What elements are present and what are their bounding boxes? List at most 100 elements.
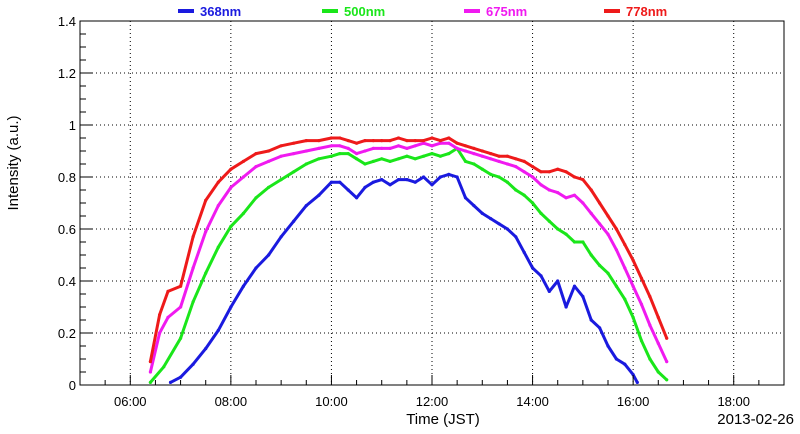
data-point (304, 162, 308, 166)
axis-ticks: 06:00 08:00 10:00 12:00 14:00 16:00 18:00 0 0.2 0… (58, 14, 785, 409)
data-point (572, 175, 577, 179)
data-point (355, 157, 359, 161)
data-point (598, 201, 602, 205)
data-point (438, 175, 442, 179)
data-point (606, 232, 610, 236)
data-point (158, 331, 162, 335)
data-point (229, 185, 233, 189)
data-point (522, 170, 526, 174)
data-point (355, 196, 359, 200)
data-point (430, 183, 434, 187)
data-point (204, 198, 208, 202)
data-point (179, 336, 183, 340)
data-point (581, 240, 585, 244)
data-point (304, 204, 308, 208)
data-point (581, 295, 585, 299)
data-point (623, 297, 627, 301)
data-point (505, 180, 509, 184)
data-point (514, 157, 518, 161)
data-point (204, 347, 208, 351)
data-point (241, 159, 245, 163)
data-point (564, 196, 568, 200)
series-line-675nm (148, 141, 669, 374)
data-point (614, 248, 619, 252)
data-point (422, 139, 426, 143)
data-point (267, 149, 271, 153)
x-tick-label: 16:00 (617, 394, 650, 409)
data-point (216, 245, 220, 249)
data-point (505, 162, 509, 166)
data-point (556, 167, 560, 171)
data-point (438, 154, 442, 158)
legend-label: 675nm (486, 4, 527, 19)
data-point (162, 365, 166, 369)
x-tick-label: 08:00 (215, 394, 248, 409)
data-point (589, 211, 593, 215)
data-point (346, 152, 350, 156)
data-point (338, 144, 342, 148)
data-point (179, 284, 183, 288)
data-point (531, 266, 535, 270)
data-point (396, 178, 401, 182)
data-point (241, 211, 245, 215)
data-point (631, 373, 635, 377)
data-point (329, 154, 333, 158)
data-point (380, 157, 384, 161)
data-point (204, 230, 208, 234)
y-tick-label: 1 (69, 118, 76, 133)
data-point (396, 157, 401, 161)
data-point (480, 211, 484, 215)
data-point (438, 141, 442, 145)
data-point (463, 144, 468, 148)
data-point (539, 183, 543, 187)
data-point (317, 139, 321, 143)
y-axis-title: Intensity (a.u.) (5, 115, 22, 210)
data-point (304, 139, 308, 143)
data-point (623, 362, 627, 366)
data-point (229, 305, 233, 309)
data-point (363, 139, 367, 143)
data-point (581, 201, 585, 205)
data-point (329, 144, 333, 148)
data-point (589, 318, 593, 322)
legend-label: 500nm (344, 4, 385, 19)
data-point (371, 159, 375, 163)
data-point (656, 341, 660, 345)
data-point (463, 159, 468, 163)
data-point (635, 380, 639, 384)
data-point (229, 167, 233, 171)
plot-series (148, 136, 669, 384)
data-point (489, 172, 493, 176)
data-point (405, 139, 409, 143)
data-point (292, 170, 296, 174)
data-point (292, 152, 296, 156)
data-point (388, 159, 392, 163)
data-point (598, 222, 602, 226)
data-point (497, 175, 501, 179)
data-point (598, 326, 602, 330)
data-point (539, 211, 543, 215)
data-point (216, 204, 220, 208)
data-point (489, 217, 493, 221)
x-tick-label: 10:00 (315, 394, 348, 409)
data-point (413, 139, 417, 143)
data-point (665, 360, 669, 364)
data-point (606, 271, 610, 275)
data-point (455, 141, 459, 145)
data-point (531, 201, 535, 205)
data-point (447, 136, 451, 140)
data-point (547, 188, 551, 192)
data-point (572, 240, 577, 244)
data-point (166, 315, 170, 319)
data-point (380, 139, 384, 143)
data-point (380, 146, 384, 150)
data-point (556, 227, 560, 231)
data-point (317, 146, 321, 150)
plot-frame (79, 20, 785, 386)
x-axis-title: Time (JST) (406, 411, 480, 428)
data-point (564, 232, 568, 236)
data-point (598, 263, 602, 267)
data-point (422, 154, 426, 158)
data-point (166, 289, 170, 293)
